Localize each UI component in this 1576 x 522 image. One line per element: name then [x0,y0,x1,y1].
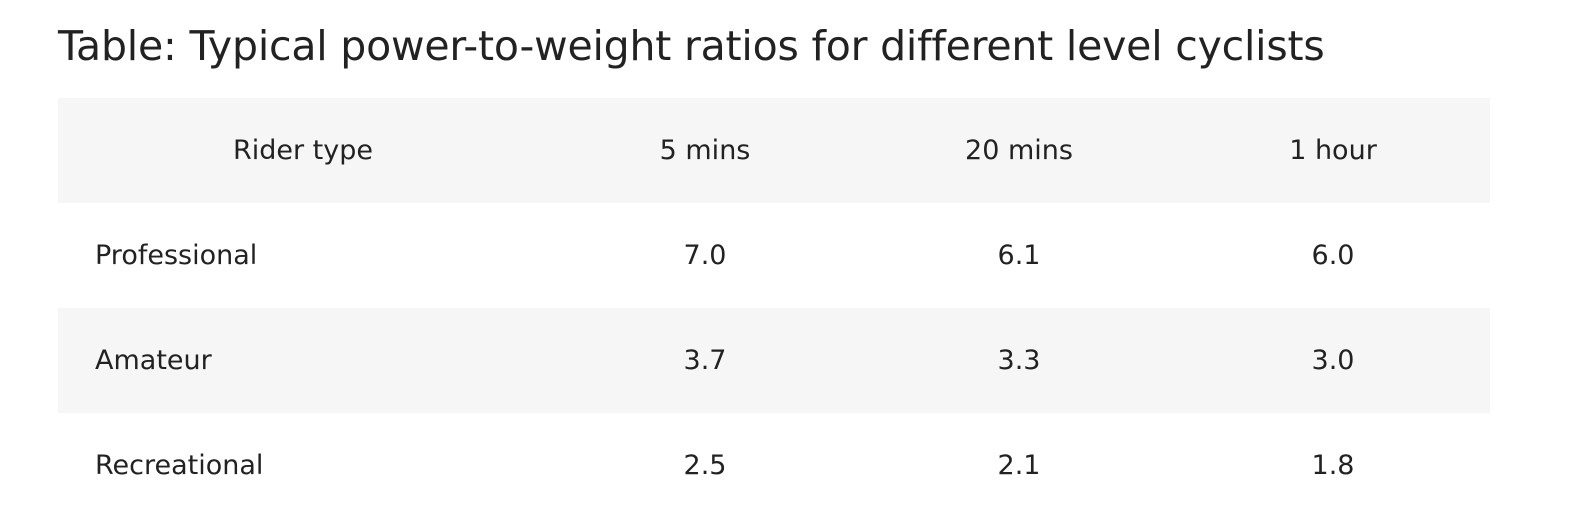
table-row: Amateur 3.7 3.3 3.0 [58,308,1490,413]
table-header-row: Rider type 5 mins 20 mins 1 hour [58,98,1490,203]
table-row: Professional 7.0 6.1 6.0 [58,203,1490,308]
header-1-hour: 1 hour [1289,135,1377,166]
table-row: Recreational 2.5 2.1 1.8 [58,413,1490,518]
value-cell: 2.1 [997,450,1041,481]
rider-type-cell: Recreational [95,450,264,481]
value-cell: 6.0 [1311,240,1355,271]
header-20-mins: 20 mins [965,135,1073,166]
rider-type-cell: Professional [95,240,258,271]
header-5-mins: 5 mins [659,135,751,166]
value-cell: 3.3 [997,345,1041,376]
power-to-weight-table: Rider type 5 mins 20 mins 1 hour Profess… [58,98,1490,518]
table-caption: Table: Typical power-to-weight ratios fo… [58,22,1325,70]
value-cell: 6.1 [997,240,1041,271]
rider-type-cell: Amateur [95,345,212,376]
value-cell: 1.8 [1311,450,1355,481]
value-cell: 7.0 [683,240,727,271]
value-cell: 3.7 [683,345,727,376]
value-cell: 3.0 [1311,345,1355,376]
header-rider-type: Rider type [232,135,373,166]
value-cell: 2.5 [683,450,727,481]
